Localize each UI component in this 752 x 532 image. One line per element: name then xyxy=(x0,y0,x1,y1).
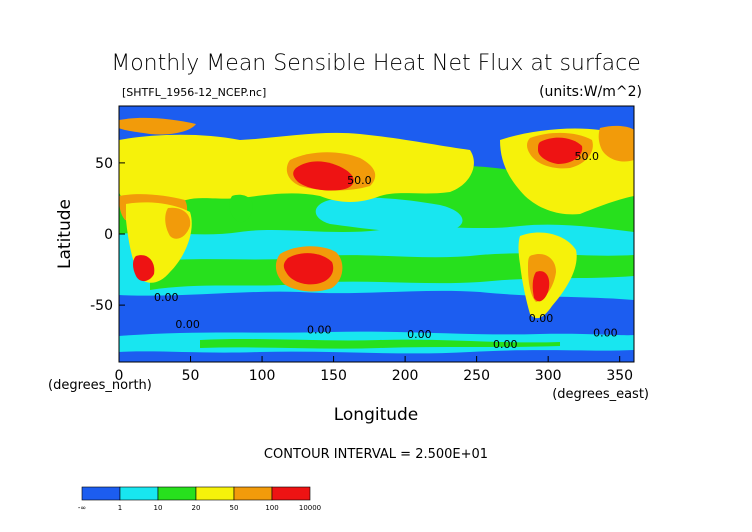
x-tick-label: 300 xyxy=(535,368,562,384)
colorbar-swatch xyxy=(119,486,159,501)
file-label: [SHTFL_1956-12_NCEP.nc] xyxy=(122,86,266,99)
colorbar-label: 50 xyxy=(230,504,239,512)
y-tick-label: -50 xyxy=(90,298,113,314)
colorbar: -∞ 1 10 20 50 100 10000 xyxy=(78,486,321,512)
ocean-cyan-patch xyxy=(315,197,463,233)
colorbar-swatch xyxy=(81,486,121,501)
y-tick-label: 0 xyxy=(104,227,113,243)
contour-label: 0.00 xyxy=(307,324,332,337)
x-tick-label: 250 xyxy=(463,368,490,384)
contour-label: 0.00 xyxy=(593,326,618,339)
contour-label: 0.00 xyxy=(529,312,554,325)
contour-label: 0.00 xyxy=(175,318,200,331)
x-axis-units: (degrees_east) xyxy=(552,387,649,402)
colorbar-swatch xyxy=(195,486,235,501)
india-green xyxy=(229,194,253,223)
x-tick-label: 350 xyxy=(606,368,633,384)
australia-red xyxy=(283,253,334,285)
contour-label: 50.0 xyxy=(347,174,372,187)
colorbar-label: -∞ xyxy=(78,504,86,512)
south-america-red xyxy=(532,271,550,302)
arctic-orange-north xyxy=(119,117,196,135)
colorbar-label: 1 xyxy=(118,504,122,512)
antarctic-green-strip xyxy=(200,339,560,349)
asia-red xyxy=(293,161,354,191)
north-america-red xyxy=(538,137,583,164)
x-axis-ticks: 0 50 100 150 200 250 300 350 xyxy=(115,356,633,384)
y-axis-ticks: 50 0 -50 xyxy=(90,156,125,314)
chart-title: Monthly Mean Sensible Heat Net Flux at s… xyxy=(111,51,641,76)
contour-label: 0.00 xyxy=(493,338,518,351)
colorbar-label: 100 xyxy=(265,504,278,512)
colorbar-label: 10 xyxy=(154,504,163,512)
x-tick-label: 100 xyxy=(249,368,276,384)
northeast-orange xyxy=(598,125,634,162)
x-tick-label: 50 xyxy=(182,368,200,384)
x-tick-label: 150 xyxy=(320,368,347,384)
x-axis-label: Longitude xyxy=(334,405,419,425)
contour-label: 50.0 xyxy=(575,150,600,163)
colorbar-swatch xyxy=(233,486,273,501)
colorbar-swatch xyxy=(157,486,197,501)
y-axis-label: Latitude xyxy=(55,199,75,269)
y-tick-label: 50 xyxy=(95,156,113,172)
contour-labels: 50.0 50.0 0.00 0.00 0.00 0.00 0.00 0.00 0.00 xyxy=(154,150,618,351)
ocean-green-band-south xyxy=(150,253,634,290)
x-tick-label: 0 xyxy=(115,368,124,384)
units-label: (units:W/m^2) xyxy=(539,84,642,100)
colorbar-label: 20 xyxy=(192,504,201,512)
south-africa-red xyxy=(133,255,155,282)
contour-label: 0.00 xyxy=(154,291,179,304)
x-tick-label: 200 xyxy=(392,368,419,384)
heatmap-field xyxy=(119,106,634,362)
africa-orange xyxy=(165,207,191,239)
contour-interval: CONTOUR INTERVAL = 2.500E+01 xyxy=(264,447,488,462)
contour-label: 0.00 xyxy=(407,328,432,341)
colorbar-label: 10000 xyxy=(299,504,321,512)
y-axis-units: (degrees_north) xyxy=(48,378,152,393)
colorbar-swatch xyxy=(271,486,311,501)
